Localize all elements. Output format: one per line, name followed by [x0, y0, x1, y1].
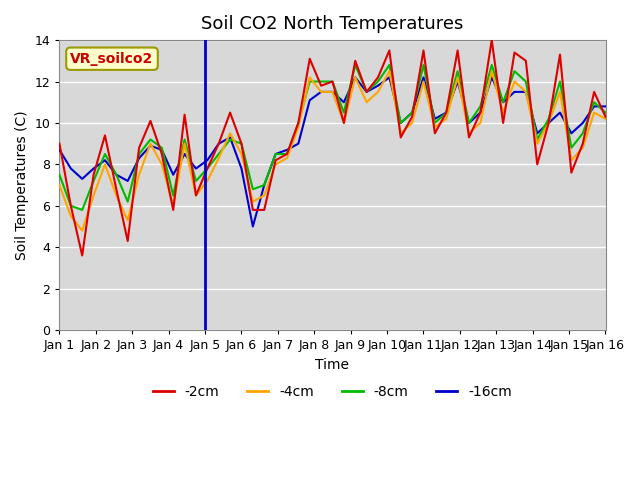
Title: Soil CO2 North Temperatures: Soil CO2 North Temperatures: [202, 15, 463, 33]
Legend: -2cm, -4cm, -8cm, -16cm: -2cm, -4cm, -8cm, -16cm: [147, 379, 518, 404]
Y-axis label: Soil Temperatures (C): Soil Temperatures (C): [15, 110, 29, 260]
Text: VR_soilco2: VR_soilco2: [70, 52, 154, 66]
X-axis label: Time: Time: [316, 358, 349, 372]
